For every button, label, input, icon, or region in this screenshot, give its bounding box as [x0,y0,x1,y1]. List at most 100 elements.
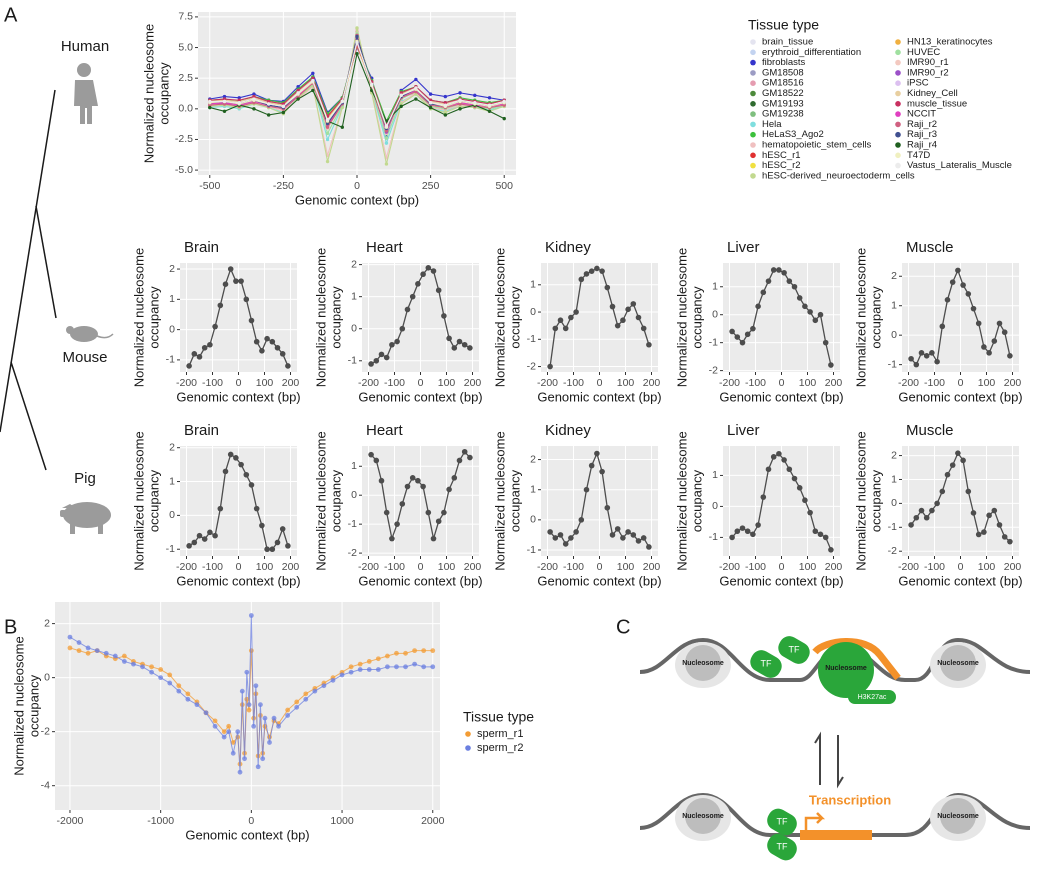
y-tick-label: 0 [712,500,718,512]
y-axis-label: occupancy [146,286,161,349]
x-tick-label: 200 [643,377,661,389]
data-point [822,339,829,346]
data-point [415,281,421,287]
data-point [409,475,416,481]
data-point [266,99,271,104]
y-axis-label: Normalized nucleosome [674,248,689,387]
y-tick-label: 0 [169,509,175,521]
data-point [243,471,250,478]
data-point [375,656,381,662]
y-tick-label: 1 [712,281,718,293]
x-tick-label: 100 [256,561,274,573]
data-point [441,313,447,319]
data-point [786,466,793,473]
data-point [399,91,403,95]
data-point [828,362,834,368]
data-point [176,683,182,689]
data-point [355,26,359,30]
data-point [378,351,385,358]
x-tick-label: 0 [597,561,603,573]
data-point [802,497,808,504]
data-point [185,696,191,702]
y-tick-label: 0 [712,308,718,320]
x-tick-label: -100 [384,377,405,389]
data-point [944,471,951,478]
data-point [279,526,286,532]
data-point [635,314,642,321]
data-point [1001,534,1008,540]
data-point [399,325,406,332]
data-point [949,279,956,285]
data-point [252,100,256,105]
x-tick-label: 0 [779,561,785,573]
data-point [955,450,961,456]
y-axis-label: occupancy [328,469,343,532]
y-axis-label: Normalized nucleosome [853,248,868,387]
y-tick-label: -2.5 [175,133,193,145]
data-point [158,675,164,681]
data-point [583,271,590,277]
data-point [944,297,951,303]
data-point [258,702,263,708]
legend-swatch [750,39,756,45]
data-point [791,283,798,290]
data-point [311,78,315,83]
x-axis-label: Genomic context (bp) [176,389,300,404]
y-axis-label: occupancy [26,674,41,737]
pig-icon [60,502,111,534]
data-point [149,669,154,675]
legend-swatch [750,121,756,128]
x-tick-label: 0 [248,815,254,827]
x-tick-label: 200 [282,561,300,573]
legend-swatch [750,49,756,56]
data-point [765,466,772,473]
legend-label: Kidney_Cell [907,88,958,99]
data-point [121,653,127,659]
legend-swatch [895,152,901,159]
x-tick-label: 0 [597,377,603,389]
y-tick-label: 2 [169,263,175,275]
data-point [817,531,824,538]
data-point [456,457,463,464]
chart-title: Liver [727,422,760,439]
legend-label: fibroblasts [762,57,806,68]
data-point [94,648,100,654]
species-label: Mouse [62,349,107,366]
data-point [370,82,374,87]
x-axis-label: Genomic context (bp) [295,192,419,207]
legend-swatch [895,70,901,76]
x-axis-label: Genomic context (bp) [719,573,843,588]
x-tick-label: -200 [719,561,740,573]
nucleosome-label: Nucleosome [825,665,867,672]
data-point [796,295,803,301]
x-tick-label: 250 [422,180,440,192]
data-point [399,501,406,507]
chart-title: Heart [366,422,404,439]
data-point [908,355,914,362]
legend-swatch [895,39,901,45]
x-tick-label: 200 [1004,561,1022,573]
legend-swatch [895,49,901,56]
x-tick-label: 2000 [421,815,445,827]
data-point [939,323,946,330]
x-axis-label: Genomic context (bp) [358,389,482,404]
y-tick-label: 2 [891,449,897,461]
y-tick-label: -1 [888,521,897,533]
data-point [604,504,611,511]
legend-swatch [895,90,901,97]
legend-label: HN13_keratinocytes [907,37,993,48]
y-tick-label: -2 [527,360,536,372]
data-point [614,322,621,329]
data-point [191,539,198,546]
data-point [929,350,935,356]
data-point [415,477,421,484]
data-point [321,683,327,689]
data-point [443,94,448,99]
x-tick-label: 100 [617,561,635,573]
data-point [222,281,229,287]
x-tick-label: 100 [978,561,996,573]
tf-label: TF [761,658,772,668]
data-point [425,265,432,271]
data-point [222,109,227,113]
data-point [965,291,972,297]
